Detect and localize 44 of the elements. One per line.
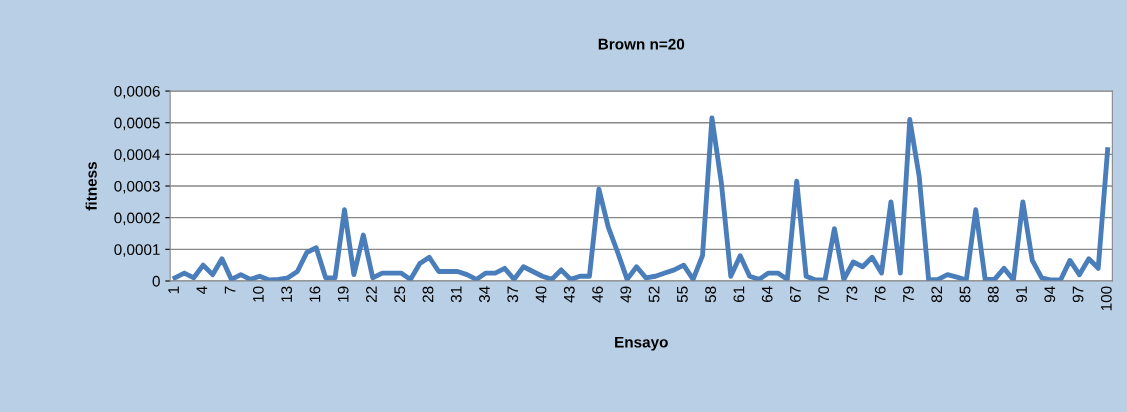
y-axis-title: fitness — [85, 162, 97, 211]
x-tick-label: 70 — [818, 286, 830, 303]
x-tick-label: 91 — [1016, 286, 1027, 303]
x-tick-label: 67 — [790, 286, 801, 303]
x-tick-label: 10 — [252, 286, 264, 302]
x-tick-label: 7 — [224, 286, 236, 294]
x-tick-label: 4 — [196, 286, 208, 294]
x-tick-label: 13 — [281, 286, 293, 302]
x-tick-label: 88 — [987, 286, 999, 303]
x-tick-label: 22 — [366, 286, 377, 303]
x-tick-label: 64 — [761, 286, 773, 303]
x-tick-label: 25 — [394, 286, 406, 303]
x-tick-label: 100 — [1100, 286, 1112, 311]
x-tick-label: 97 — [1072, 286, 1084, 303]
x-tick-label: 58 — [705, 286, 717, 303]
x-tick-label: 43 — [563, 286, 575, 303]
x-tick-label: 1 — [168, 286, 179, 294]
x-tick-label: 34 — [479, 286, 490, 303]
x-tick-label: 82 — [931, 286, 943, 303]
y-tick-label: 0,0005 — [114, 117, 160, 131]
x-axis-title: Ensayo — [615, 336, 668, 351]
x-tick-label: 40 — [535, 286, 547, 303]
x-tick-label: 49 — [620, 286, 632, 303]
chart-title: Brown n=20 — [598, 38, 685, 50]
x-tick-label: 46 — [592, 286, 603, 303]
y-tick-label: 0,0006 — [114, 85, 160, 99]
x-tick-label: 16 — [309, 286, 321, 302]
x-tick-label: 61 — [733, 286, 745, 303]
x-tick-label: 79 — [903, 286, 914, 303]
x-tick-label: 85 — [959, 286, 971, 303]
x-tick-label: 94 — [1044, 286, 1056, 303]
x-tick-label: 55 — [677, 286, 688, 303]
x-tick-label: 73 — [846, 286, 858, 303]
x-tick-label: 37 — [507, 286, 519, 303]
x-tick-label: 28 — [422, 286, 434, 303]
y-tick-label: 0 — [152, 275, 160, 287]
x-tick-label: 31 — [450, 286, 462, 303]
x-tick-label: 76 — [874, 286, 886, 303]
y-tick-label: 0,0004 — [114, 149, 161, 162]
y-tick-label: 0,0002 — [114, 212, 160, 226]
x-tick-label: 52 — [648, 286, 660, 303]
y-tick-label: 0,0003 — [114, 180, 160, 194]
x-tick-label: 19 — [337, 286, 349, 302]
y-tick-label: 0,0001 — [114, 244, 160, 257]
